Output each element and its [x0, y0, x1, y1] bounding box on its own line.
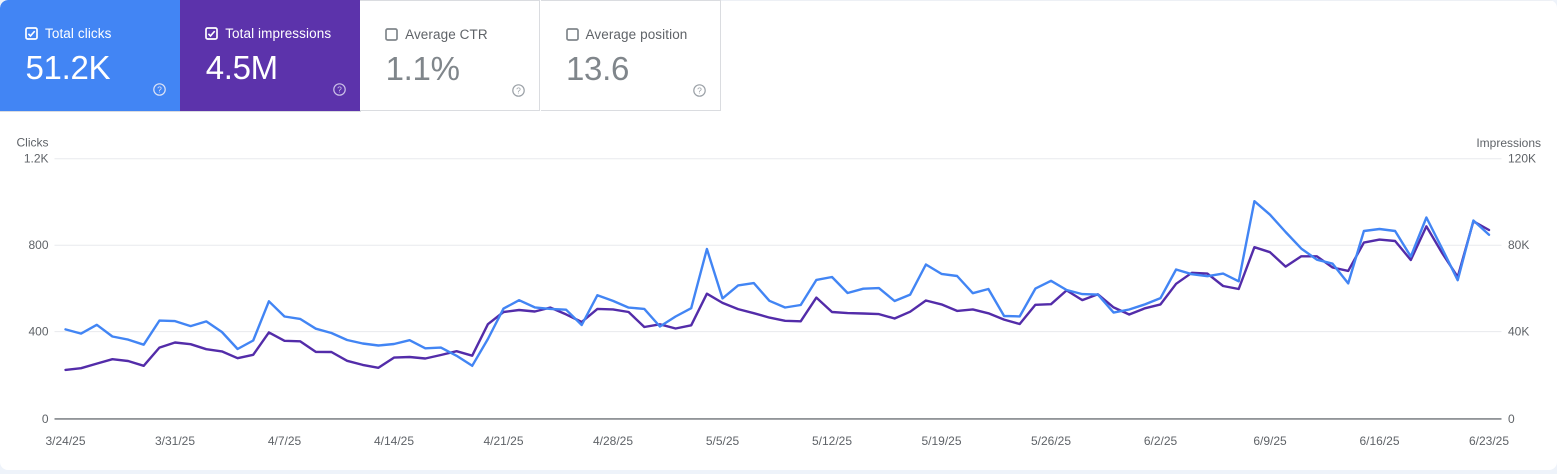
svg-text:0: 0: [1508, 412, 1515, 426]
svg-text:6/16/25: 6/16/25: [1359, 434, 1399, 448]
svg-text:Impressions: Impressions: [1476, 136, 1541, 150]
svg-text:0: 0: [42, 412, 49, 426]
svg-text:40K: 40K: [1508, 325, 1529, 339]
svg-text:6/23/25: 6/23/25: [1469, 434, 1509, 448]
svg-text:5/5/25: 5/5/25: [706, 434, 740, 448]
svg-text:5/26/25: 5/26/25: [1031, 434, 1071, 448]
svg-text:4/14/25: 4/14/25: [374, 434, 414, 448]
svg-text:6/9/25: 6/9/25: [1253, 434, 1287, 448]
svg-text:5/12/25: 5/12/25: [812, 434, 852, 448]
svg-text:4/28/25: 4/28/25: [593, 434, 633, 448]
svg-text:800: 800: [28, 238, 48, 252]
svg-text:3/24/25: 3/24/25: [45, 434, 85, 448]
svg-text:80K: 80K: [1508, 238, 1529, 252]
svg-text:3/31/25: 3/31/25: [155, 434, 195, 448]
svg-text:Clicks: Clicks: [17, 135, 49, 149]
svg-text:4/7/25: 4/7/25: [268, 434, 302, 448]
svg-text:400: 400: [28, 325, 48, 339]
svg-text:4/21/25: 4/21/25: [483, 434, 523, 448]
svg-text:6/2/25: 6/2/25: [1144, 434, 1178, 448]
svg-text:?: ?: [157, 84, 162, 94]
svg-text:?: ?: [517, 85, 522, 95]
svg-text:?: ?: [337, 84, 342, 94]
svg-text:120K: 120K: [1508, 152, 1536, 166]
svg-text:?: ?: [697, 85, 702, 95]
svg-text:5/19/25: 5/19/25: [921, 434, 961, 448]
svg-text:1.2K: 1.2K: [24, 152, 49, 166]
